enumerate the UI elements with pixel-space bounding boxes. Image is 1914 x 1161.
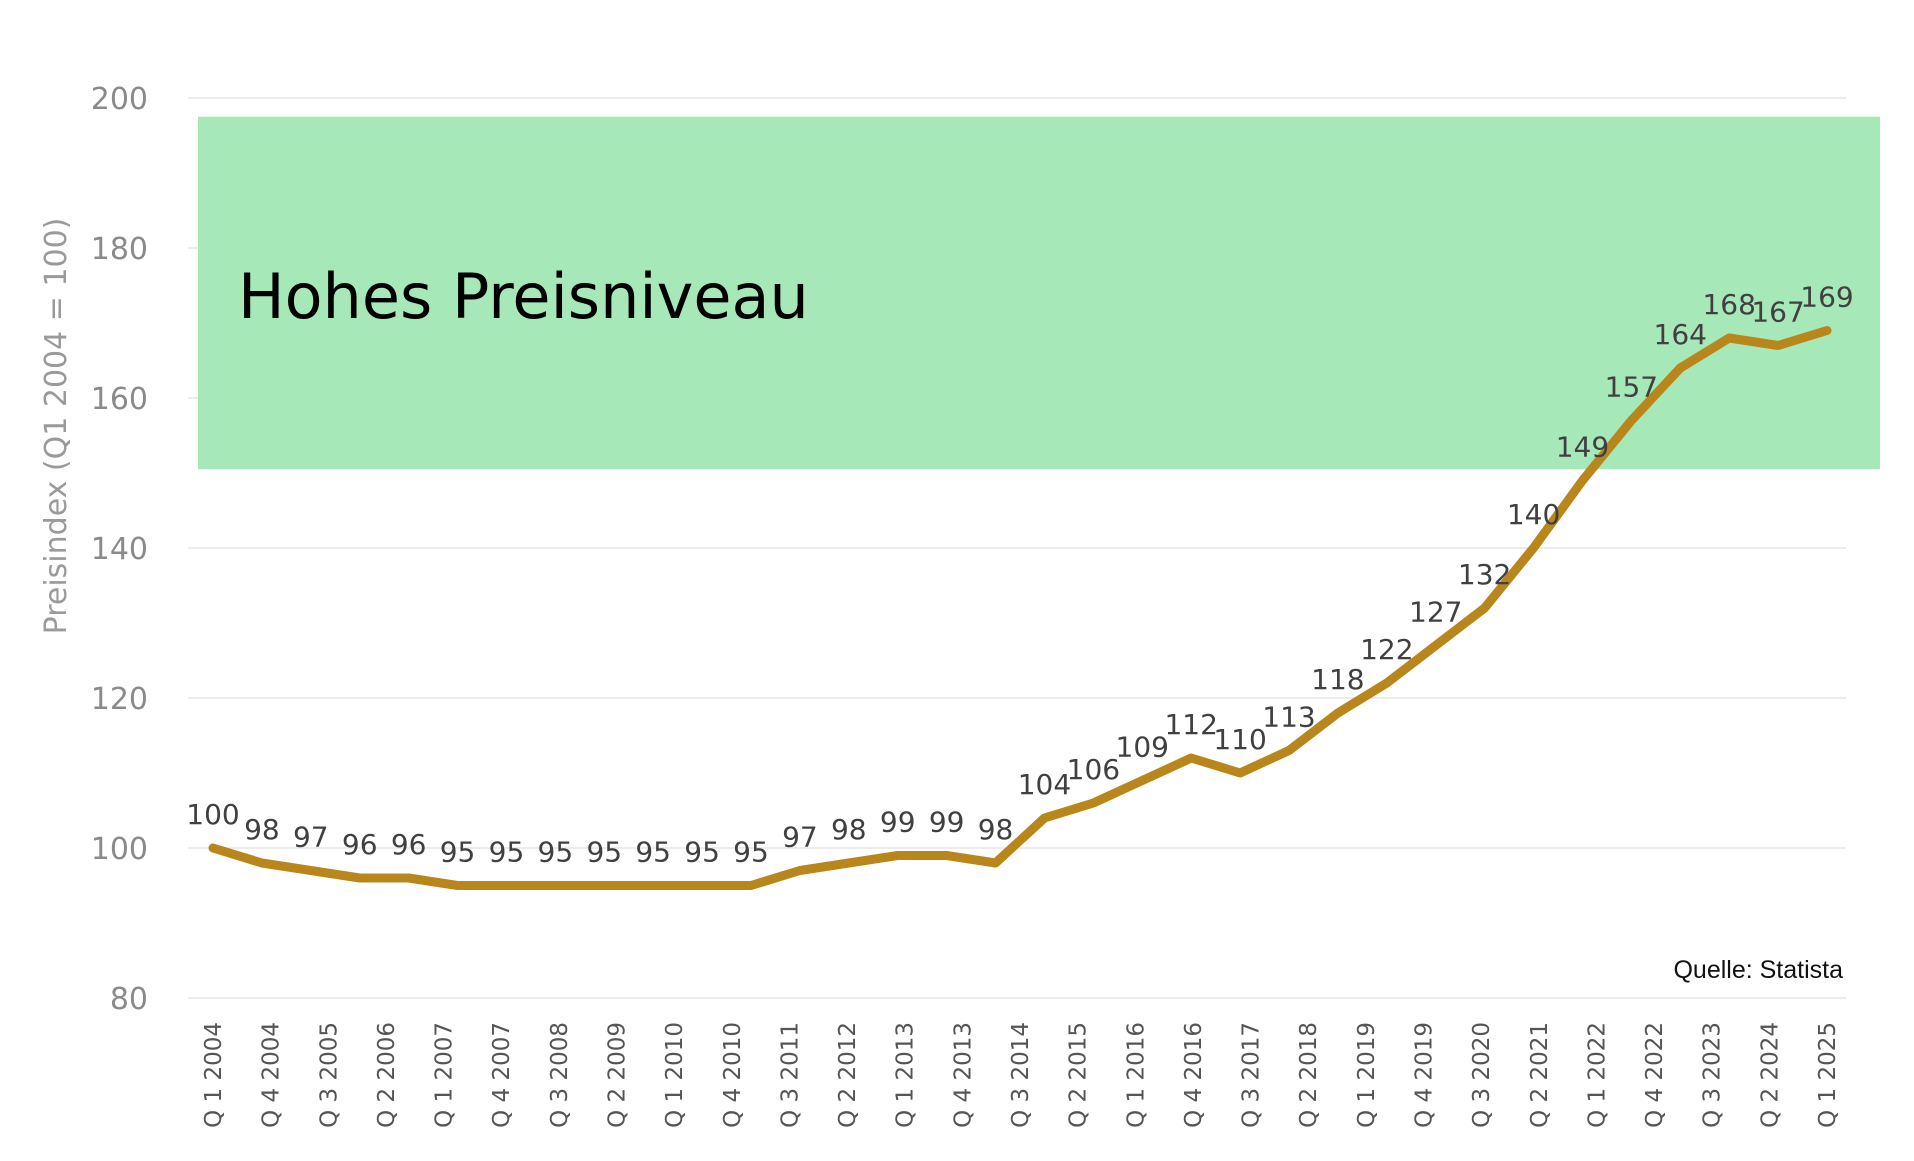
data-label: 96 xyxy=(391,828,427,861)
data-label: 140 xyxy=(1507,498,1560,531)
data-label: 157 xyxy=(1605,371,1658,404)
data-label: 96 xyxy=(342,828,378,861)
data-label: 95 xyxy=(489,836,525,869)
x-tick-label: Q 1 2007 xyxy=(432,1022,458,1128)
x-tick-label: Q 1 2004 xyxy=(201,1022,227,1128)
x-tick-label: Q 4 2013 xyxy=(950,1022,976,1128)
x-tick-label: Q 2 2018 xyxy=(1296,1022,1322,1128)
data-label: 169 xyxy=(1800,281,1853,314)
y-axis-label: Preisindex (Q1 2004 = 100) xyxy=(39,218,74,635)
data-label: 118 xyxy=(1311,663,1364,696)
x-tick-label: Q 3 2020 xyxy=(1469,1022,1495,1128)
y-tick-label: 180 xyxy=(91,232,148,267)
y-tick-label: 80 xyxy=(110,982,148,1017)
x-tick-label: Q 3 2005 xyxy=(316,1022,342,1128)
data-labels: 100 98 97 96 96 95 95 95 95 95 95 95 97 98 99 99 9810410… xyxy=(186,281,1853,869)
x-tick-label: Q 2 2006 xyxy=(374,1022,400,1128)
data-label: 109 xyxy=(1116,731,1169,764)
x-tick-label: Q 4 2007 xyxy=(489,1022,515,1128)
x-tick-label: Q 4 2016 xyxy=(1181,1022,1207,1128)
data-label: 112 xyxy=(1164,708,1217,741)
y-tick-label: 160 xyxy=(91,382,148,417)
price-index-line xyxy=(208,326,1832,890)
x-tick-label: Q 1 2019 xyxy=(1354,1022,1380,1128)
data-label: 95 xyxy=(635,836,671,869)
data-label: 99 xyxy=(929,806,965,839)
source-note: Quelle: Statista xyxy=(1673,956,1843,984)
x-tick-label: Q 4 2010 xyxy=(720,1022,746,1128)
data-label: 98 xyxy=(978,813,1014,846)
data-label: 167 xyxy=(1751,296,1804,329)
data-label: 132 xyxy=(1458,558,1511,591)
x-tick-label: Q 1 2013 xyxy=(893,1022,919,1128)
x-tick-label: Q 2 2009 xyxy=(605,1022,631,1128)
data-label: 98 xyxy=(244,813,280,846)
x-tick-label: Q 1 2025 xyxy=(1815,1022,1841,1128)
x-tick-label: Q 4 2004 xyxy=(259,1022,285,1128)
data-label: 110 xyxy=(1213,723,1266,756)
x-tick-label: Q 4 2022 xyxy=(1642,1022,1668,1128)
data-label: 104 xyxy=(1018,768,1071,801)
data-label: 98 xyxy=(831,813,867,846)
data-label: 168 xyxy=(1702,288,1755,321)
data-label: 95 xyxy=(684,836,720,869)
data-label: 97 xyxy=(782,821,818,854)
data-label: 127 xyxy=(1409,596,1462,629)
x-axis-ticks: Q 1 2004 Q 4 2004 Q 3 2005 Q 2 2006 Q 1 2007… xyxy=(201,1022,1841,1128)
data-label: 164 xyxy=(1654,318,1707,351)
band-label: Hohes Preisniveau xyxy=(238,260,809,333)
x-tick-label: Q 3 2023 xyxy=(1700,1022,1726,1128)
y-tick-label: 120 xyxy=(91,682,148,717)
data-label: 99 xyxy=(880,806,916,839)
x-tick-label: Q 2 2012 xyxy=(835,1022,861,1128)
data-label: 95 xyxy=(440,836,476,869)
data-label: 113 xyxy=(1262,701,1315,734)
data-label: 106 xyxy=(1067,753,1120,786)
data-label: 95 xyxy=(538,836,574,869)
x-tick-label: Q 3 2008 xyxy=(547,1022,573,1128)
x-tick-label: Q 3 2017 xyxy=(1239,1022,1265,1128)
y-tick-label: 140 xyxy=(91,532,148,567)
y-tick-label: 200 xyxy=(91,82,148,117)
data-label: 97 xyxy=(293,821,329,854)
high-price-band xyxy=(198,116,1880,470)
y-tick-label: 100 xyxy=(91,832,148,867)
data-label: 122 xyxy=(1360,633,1413,666)
x-tick-label: Q 4 2019 xyxy=(1412,1022,1438,1128)
data-label: 95 xyxy=(586,836,622,869)
x-tick-label: Q 1 2010 xyxy=(662,1022,688,1128)
data-label: 100 xyxy=(186,798,239,831)
x-tick-label: Q 3 2011 xyxy=(777,1022,803,1128)
y-axis-ticks: 80 100 120 140 160 180 200 xyxy=(91,82,148,1017)
data-label: 149 xyxy=(1556,431,1609,464)
x-tick-label: Q 2 2024 xyxy=(1757,1022,1783,1128)
x-tick-label: Q 1 2022 xyxy=(1584,1022,1610,1128)
x-tick-label: Q 2 2021 xyxy=(1527,1022,1553,1128)
x-tick-label: Q 2 2015 xyxy=(1066,1022,1092,1128)
x-tick-label: Q 1 2016 xyxy=(1123,1022,1149,1128)
x-tick-label: Q 3 2014 xyxy=(1008,1022,1034,1128)
data-label: 95 xyxy=(733,836,769,869)
